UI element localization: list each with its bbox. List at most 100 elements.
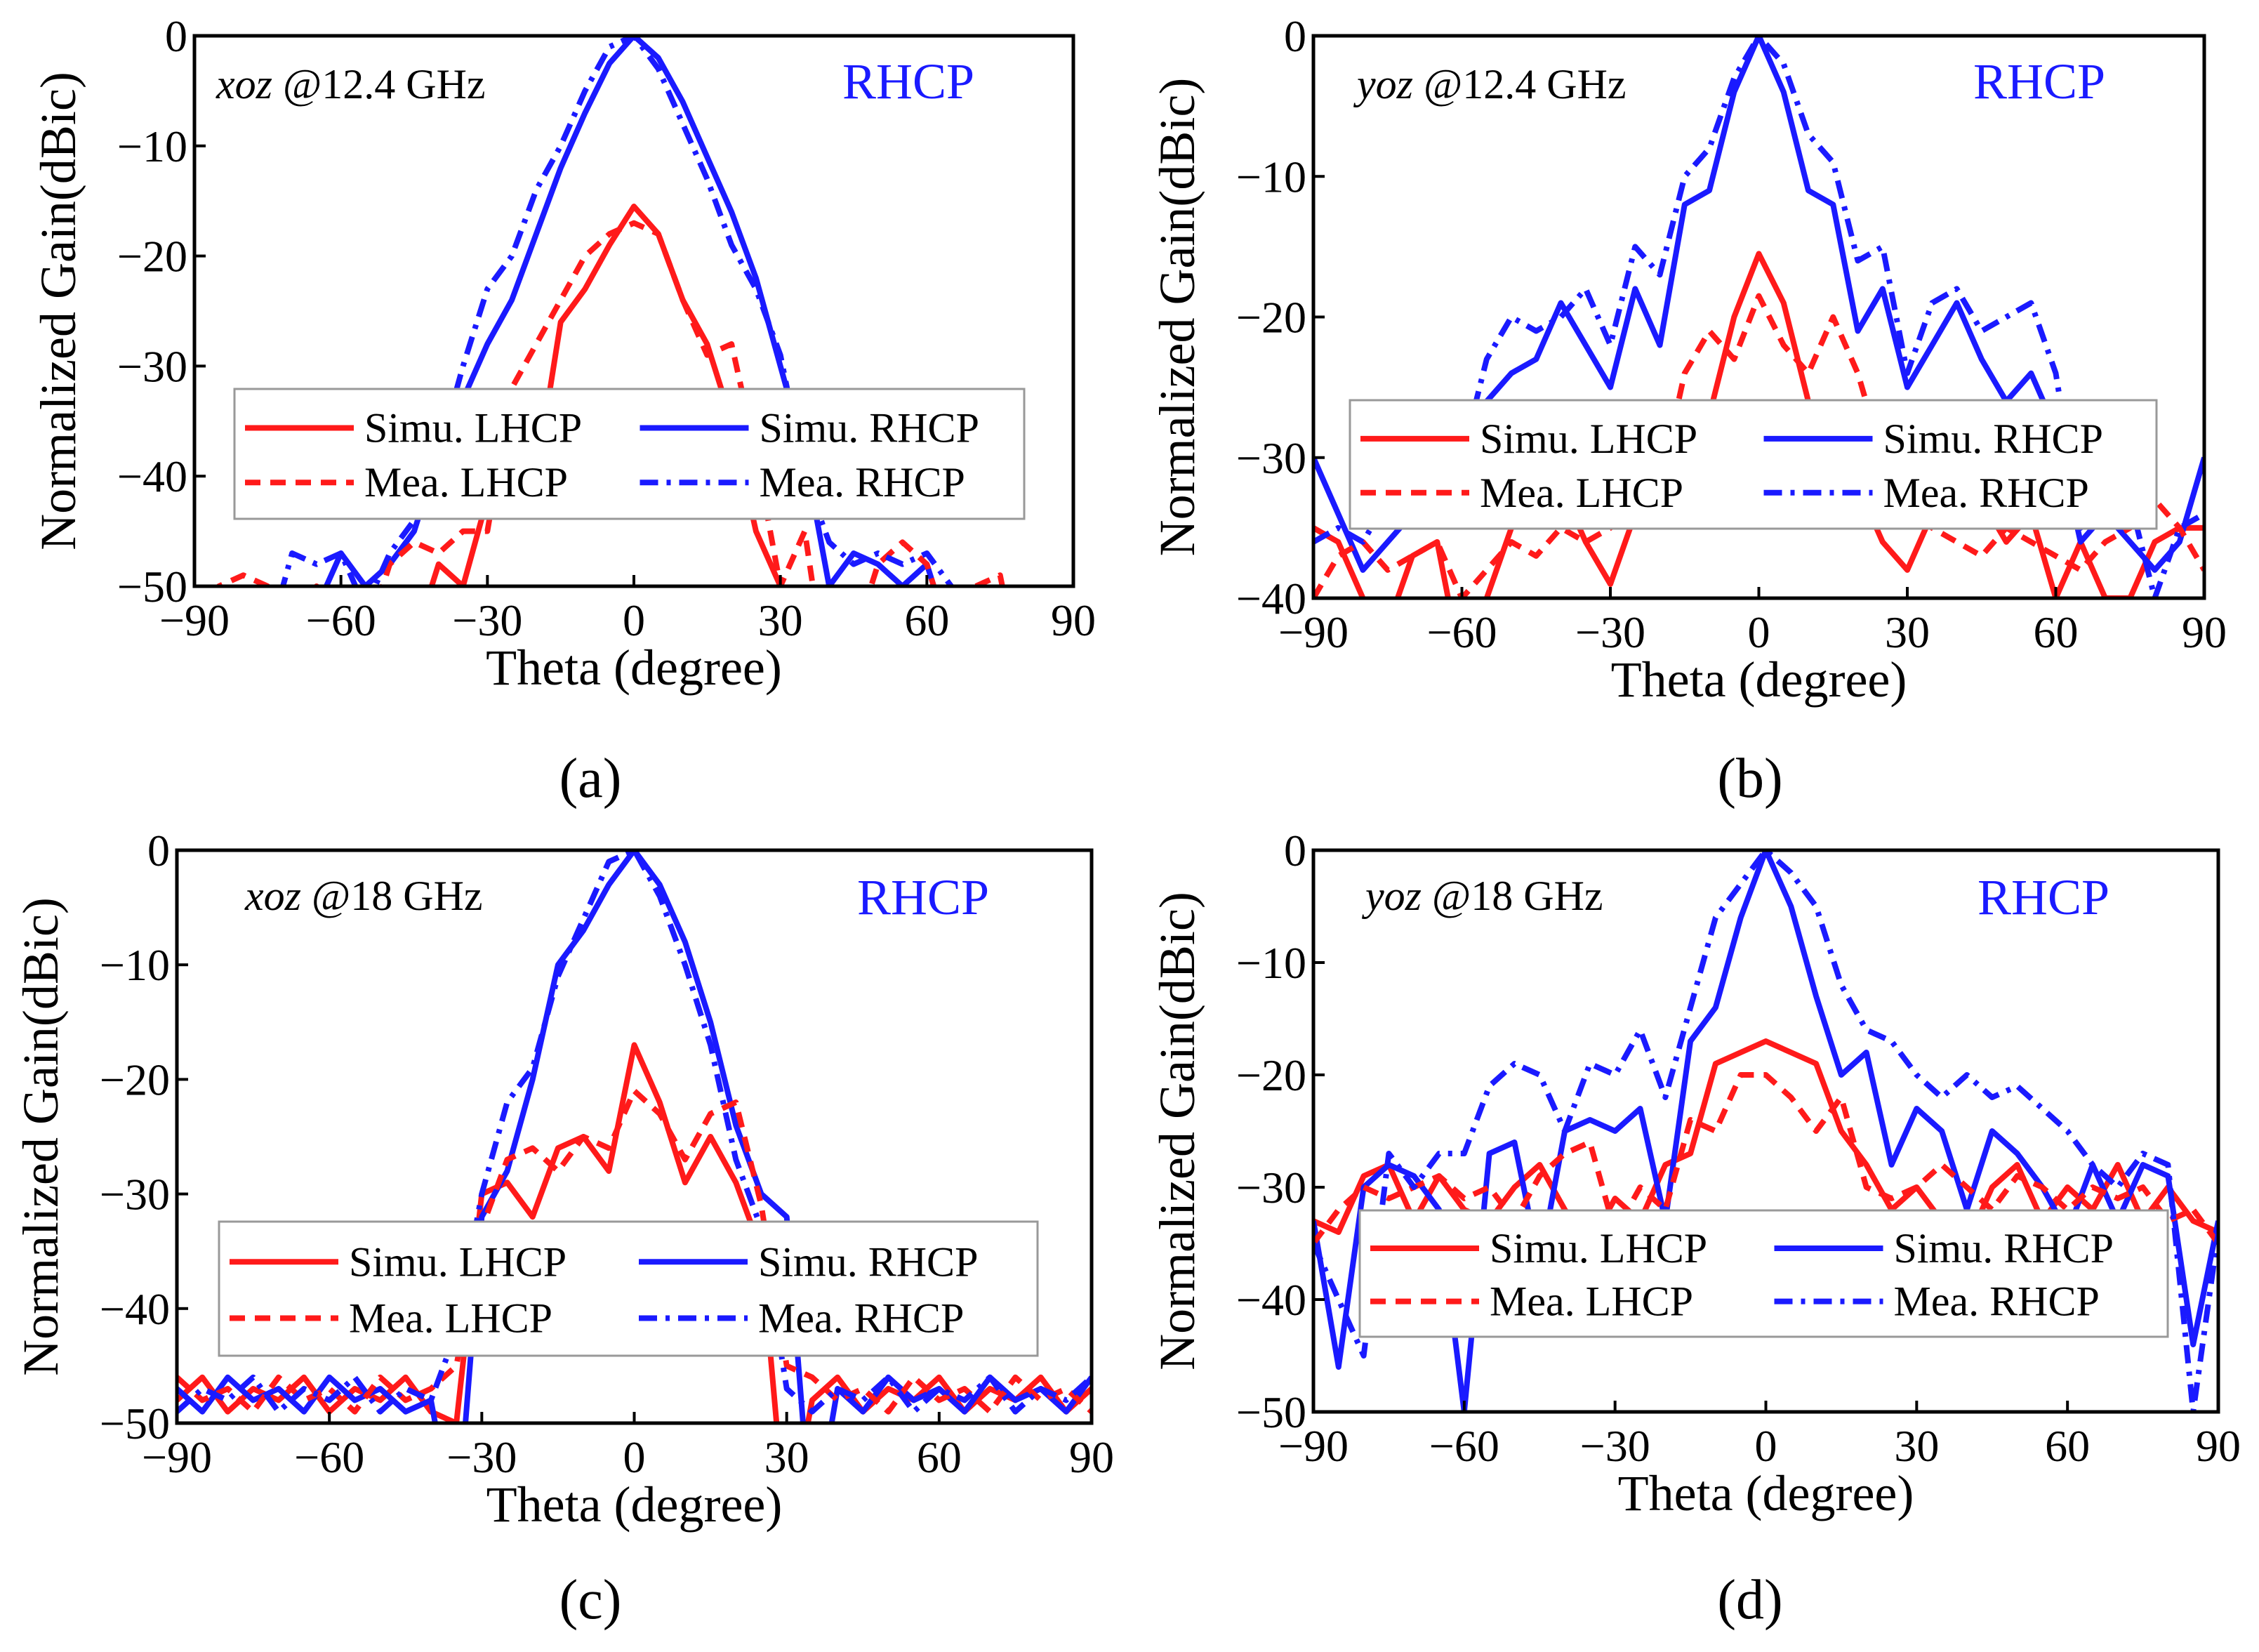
plane-label: yoz xyxy=(1353,61,1413,107)
x-tick-label: −90 xyxy=(159,595,230,645)
y-axis-label: Normalized Gain(dBic) xyxy=(1149,78,1205,557)
legend-label: Mea. RHCP xyxy=(760,459,965,505)
legend-box xyxy=(1349,399,2158,530)
legend-label: Simu. LHCP xyxy=(364,405,582,451)
y-tick-label: −40 xyxy=(100,1284,170,1334)
y-tick-label: −10 xyxy=(117,121,187,171)
plane-frequency-annotation: yoz @12.4 GHz xyxy=(1353,61,1627,107)
y-tick-label: −20 xyxy=(1236,293,1306,343)
rhcp-corner-label: RHCP xyxy=(857,869,989,925)
legend: Simu. LHCP Simu. RHCP Mea. LHCP Mea. RHCP xyxy=(233,388,1026,520)
x-tick-label: −30 xyxy=(1580,1421,1650,1471)
rhcp-corner-label: RHCP xyxy=(1973,53,2105,110)
x-tick-label: −60 xyxy=(1429,1421,1499,1471)
x-tick-label: 60 xyxy=(904,595,949,645)
y-tick-label: 0 xyxy=(147,826,170,875)
legend-label: Mea. LHCP xyxy=(1490,1278,1693,1325)
x-tick-label: −30 xyxy=(1575,607,1645,657)
series-line-mea-rhcp xyxy=(279,36,955,586)
plane-label: yoz xyxy=(1361,873,1422,919)
x-axis-label: Theta (degree) xyxy=(1618,1465,1914,1521)
y-tick-label: −50 xyxy=(1236,1387,1306,1437)
frequency-label: @18 GHz xyxy=(1422,873,1603,919)
chart-panel-a: −90 −60 −30 0 30 60 90 0 −10 −20 −30 −40 −50 Theta (d… xyxy=(30,11,1096,810)
series-group xyxy=(216,36,1005,586)
rhcp-corner-label: RHCP xyxy=(842,53,974,110)
x-axis-label: Theta (degree) xyxy=(1611,652,1907,708)
series-line-mea-rhcp xyxy=(1313,850,2218,1412)
x-tick-label: 0 xyxy=(623,1432,646,1482)
legend-label: Mea. LHCP xyxy=(349,1295,552,1342)
y-tick-label: −30 xyxy=(117,341,187,391)
y-tick-label: −30 xyxy=(100,1170,170,1220)
series-line-simu-lhcp xyxy=(177,1042,1092,1423)
legend-label: Mea. RHCP xyxy=(1894,1278,2100,1325)
y-tick-label: 0 xyxy=(1284,826,1306,875)
plane-label: xoz xyxy=(244,873,301,919)
y-tick-label: −10 xyxy=(1236,152,1306,201)
x-tick-label: −30 xyxy=(446,1432,517,1482)
y-tick-label: −40 xyxy=(1236,574,1306,623)
y-tick-label: −20 xyxy=(117,232,187,282)
x-tick-label: −90 xyxy=(1278,1421,1349,1471)
x-tick-label: 30 xyxy=(758,595,803,645)
legend: Simu. LHCP Simu. RHCP Mea. LHCP Mea. RHCP xyxy=(1349,399,2158,530)
legend-box xyxy=(1358,1209,2169,1338)
plane-frequency-annotation: xoz @12.4 GHz xyxy=(216,61,486,107)
x-tick-label: 30 xyxy=(1885,607,1930,657)
series-line-simu-rhcp xyxy=(177,850,1092,1423)
x-axis-label: Theta (degree) xyxy=(486,1476,783,1533)
x-tick-label: 90 xyxy=(1069,1432,1114,1482)
x-tick-label: −30 xyxy=(452,595,522,645)
legend-label: Simu. RHCP xyxy=(1883,416,2103,462)
legend-label: Mea. RHCP xyxy=(758,1295,964,1342)
y-tick-label: 0 xyxy=(165,11,187,61)
x-axis-label: Theta (degree) xyxy=(486,640,782,696)
y-tick-label: 0 xyxy=(1284,11,1306,61)
y-axis-label: Normalized Gain(dBic) xyxy=(30,72,86,550)
y-tick-label: −30 xyxy=(1236,1163,1306,1212)
x-tick-label: 90 xyxy=(2196,1421,2241,1471)
series-line-mea-lhcp xyxy=(1313,1072,2218,1245)
panel-label: (c) xyxy=(559,1569,622,1631)
legend: Simu. LHCP Simu. RHCP Mea. LHCP Mea. RHCP xyxy=(1358,1209,2169,1338)
plane-label: xoz xyxy=(216,61,272,107)
frequency-label: @18 GHz xyxy=(301,873,483,919)
y-tick-label: −20 xyxy=(100,1055,170,1104)
x-tick-label: 60 xyxy=(2034,607,2079,657)
legend-label: Mea. LHCP xyxy=(1480,470,1683,516)
legend-label: Simu. LHCP xyxy=(1480,416,1697,462)
x-tick-label: 90 xyxy=(1051,595,1096,645)
plane-frequency-annotation: yoz @18 GHz xyxy=(1361,873,1603,919)
chart-panel-d: −90 −60 −30 0 30 60 90 0 −10 −20 −30 −40 −50 Theta (d… xyxy=(1149,826,2241,1631)
legend-label: Simu. RHCP xyxy=(1894,1225,2114,1271)
series-line-simu-lhcp xyxy=(1313,251,2204,598)
legend-label: Simu. LHCP xyxy=(349,1238,567,1285)
series-group xyxy=(1313,36,2204,598)
panel-label: (b) xyxy=(1717,748,1782,810)
x-tick-label: −90 xyxy=(142,1432,212,1482)
legend-box xyxy=(233,388,1026,520)
x-tick-label: 0 xyxy=(623,595,645,645)
legend-box xyxy=(218,1220,1039,1357)
legend-label: Mea. LHCP xyxy=(364,459,568,505)
x-tick-label: −90 xyxy=(1278,607,1349,657)
x-tick-label: 60 xyxy=(917,1432,962,1482)
series-line-mea-lhcp xyxy=(1313,293,2204,598)
y-tick-label: −20 xyxy=(1236,1050,1306,1100)
series-line-mea-rhcp xyxy=(177,850,1092,1415)
frequency-label: @12.4 GHz xyxy=(272,61,486,107)
panel-label: (d) xyxy=(1717,1569,1782,1631)
plane-frequency-annotation: xoz @18 GHz xyxy=(244,873,483,919)
legend: Simu. LHCP Simu. RHCP Mea. LHCP Mea. RHCP xyxy=(218,1220,1039,1357)
y-tick-label: −10 xyxy=(1236,938,1306,988)
y-tick-label: −50 xyxy=(100,1399,170,1448)
series-line-mea-lhcp xyxy=(216,220,1005,586)
series-line-simu-lhcp xyxy=(428,204,783,586)
rhcp-corner-label: RHCP xyxy=(1978,869,2109,925)
y-tick-label: −10 xyxy=(100,940,170,990)
chart-panel-b: −90 −60 −30 0 30 60 90 0 −10 −20 −30 −40 Theta (degr… xyxy=(1149,11,2227,810)
x-tick-label: 30 xyxy=(764,1432,809,1482)
legend-label: Mea. RHCP xyxy=(1883,470,2089,516)
